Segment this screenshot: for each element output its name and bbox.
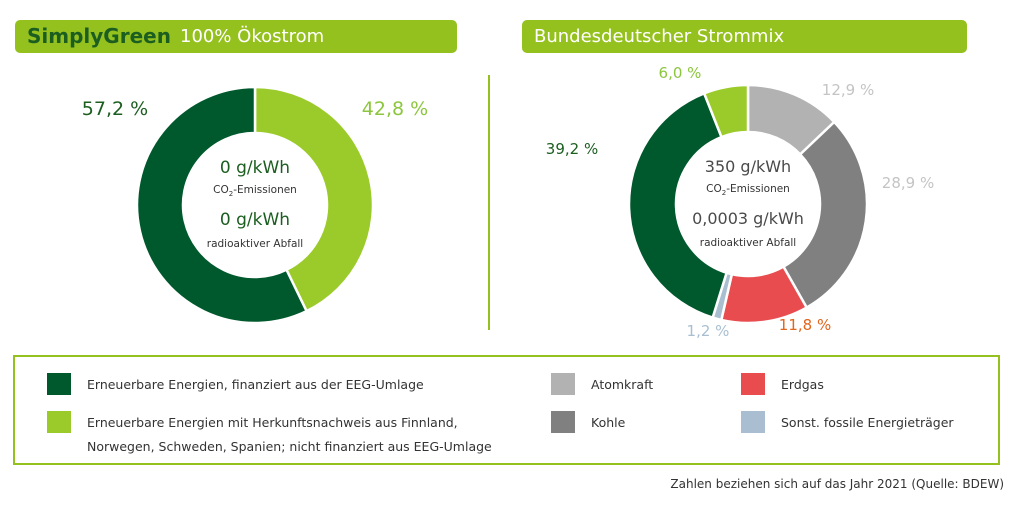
source-footnote: Zahlen beziehen sich auf das Jahr 2021 (… [670, 477, 1004, 491]
legend-label-herkunftsnachweis: Erneuerbare Energien mit Herkunftsnachwe… [87, 411, 492, 459]
center-co2-value-0: 0 g/kWh [220, 158, 290, 178]
legend-swatch-dark-green [47, 373, 71, 395]
legend-item-herkunftsnachweis: Erneuerbare Energien mit Herkunftsnachwe… [47, 411, 492, 459]
center-co2-label-1: CO2-Emissionen [706, 183, 790, 197]
brand-logo-text: SimplyGreen [27, 24, 171, 48]
slice-value-label-1-4: 39,2 % [546, 140, 598, 158]
donut-slice-1-5 [702, 83, 750, 139]
legend-label-kohle: Kohle [591, 415, 626, 430]
center-waste-value-1: 0,0003 g/kWh [692, 209, 804, 228]
donut-slice-1-1 [781, 120, 869, 310]
legend-label-erdgas: Erdgas [781, 377, 824, 392]
slice-value-label-0-1: 57,2 % [82, 98, 148, 120]
donut-chart-oekostrom: 42,8 % 57,2 % 0 g/kWh CO2-Emissionen 0 g/kWh… [82, 85, 428, 325]
legend-item-kohle: Kohle [551, 411, 625, 435]
legend-item-atomkraft: Atomkraft [551, 373, 653, 397]
slice-value-label-1-5: 6,0 % [659, 64, 702, 82]
legend-swatch-erdgas [741, 373, 765, 395]
header-banner-left: SimplyGreen 100% Ökostrom [15, 20, 457, 53]
donut-slice-0-1 [135, 85, 309, 325]
legend-item-eeg: Erneuerbare Energien, finanziert aus der… [47, 373, 424, 397]
donut-chart-strommix: 12,9 % 28,9 % 11,8 % 1,2 % 39,2 % 6,0 % 350 g/… [546, 64, 934, 340]
legend-item-sonst: Sonst. fossile Energieträger [741, 411, 954, 435]
donut-charts: 42,8 % 57,2 % 0 g/kWh CO2-Emissionen 0 g/kWh… [82, 64, 934, 340]
legend-label-atomkraft: Atomkraft [591, 377, 654, 392]
slice-value-label-1-1: 28,9 % [882, 174, 934, 192]
slice-value-label-1-0: 12,9 % [822, 81, 874, 99]
legend-swatch-atomkraft [551, 373, 575, 395]
center-waste-value-0: 0 g/kWh [220, 210, 290, 230]
legend-swatch-kohle [551, 411, 575, 433]
slice-value-label-1-3: 1,2 % [687, 322, 730, 340]
legend-box: Erneuerbare Energien, finanziert aus der… [13, 355, 1000, 465]
right-chart-title: Bundesdeutscher Strommix [534, 26, 785, 47]
legend-label-sonst: Sonst. fossile Energieträger [781, 415, 954, 430]
donut-slice-1-4 [627, 91, 729, 320]
legend-swatch-sonst [741, 411, 765, 433]
slice-value-label-1-2: 11,8 % [779, 316, 831, 334]
legend-label-herkunft-line2: Norwegen, Schweden, Spanien; nicht finan… [87, 439, 492, 454]
left-chart-title: 100% Ökostrom [180, 26, 325, 47]
center-waste-label-0: radioaktiver Abfall [207, 238, 303, 250]
legend-label-eeg: Erneuerbare Energien, finanziert aus der… [87, 377, 424, 392]
legend-item-erdgas: Erdgas [741, 373, 824, 397]
legend-swatch-light-green [47, 411, 71, 433]
slice-value-label-0-0: 42,8 % [362, 98, 428, 120]
center-co2-value-1: 350 g/kWh [705, 157, 791, 176]
center-waste-label-1: radioaktiver Abfall [700, 237, 796, 249]
header-banner-right: Bundesdeutscher Strommix [522, 20, 967, 53]
center-co2-label-0: CO2-Emissionen [213, 184, 297, 198]
donut-slice-0-0 [253, 85, 375, 313]
chart-divider [488, 75, 490, 330]
legend-label-herkunft-line1: Erneuerbare Energien mit Herkunftsnachwe… [87, 415, 458, 430]
